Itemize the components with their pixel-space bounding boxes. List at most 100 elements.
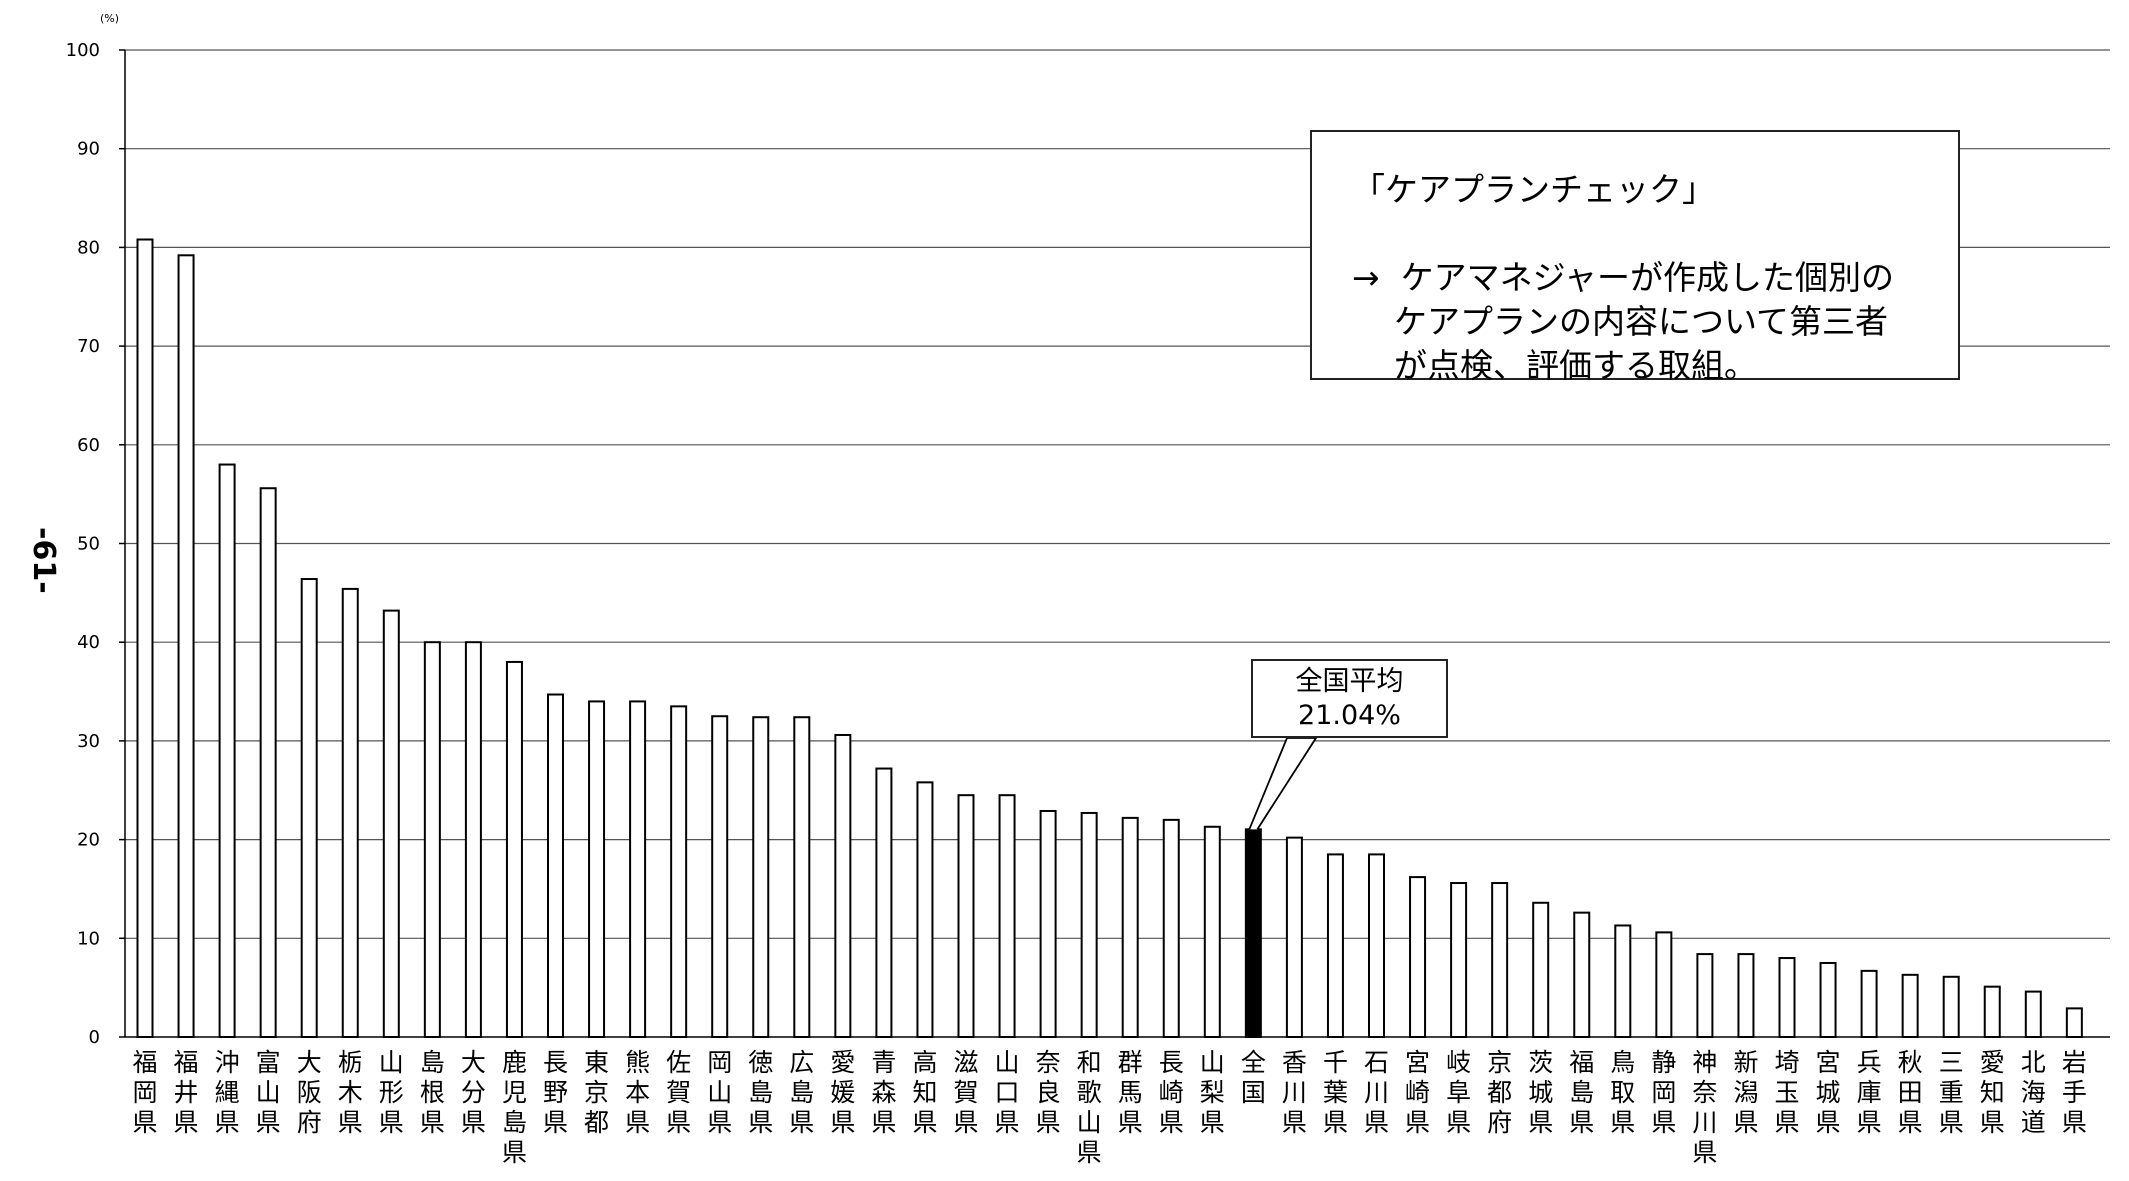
bar	[423, 641, 441, 1038]
bar	[957, 794, 975, 1038]
bar	[1614, 924, 1632, 1038]
x-tick-label: 全国	[1241, 1048, 1266, 1107]
x-tick-label: 長野県	[543, 1048, 568, 1137]
bar	[1819, 961, 1837, 1038]
bar	[1080, 811, 1098, 1038]
definition-callout: 「ケアプランチェック」 → ケアマネジャーが作成した個別の ケアプランの内容につ…	[1310, 130, 1960, 385]
bar	[1450, 882, 1468, 1039]
x-tick-label: 秋田県	[1898, 1048, 1923, 1137]
national-average-value: 21.04%	[1298, 700, 1401, 731]
bar	[916, 781, 934, 1038]
y-tick-label: 50	[77, 534, 100, 555]
bar	[1285, 836, 1303, 1038]
x-tick-label: 山口県	[995, 1048, 1020, 1137]
x-tick-label: 鳥取県	[1610, 1048, 1635, 1137]
y-tick-label: 100	[66, 40, 100, 61]
bar	[382, 609, 400, 1039]
bar	[752, 716, 770, 1038]
x-tick-label: 愛知県	[1980, 1048, 2005, 1137]
callout-line-3: が点検、評価する取組。	[1352, 346, 1757, 385]
x-tick-label: 徳島県	[748, 1048, 773, 1137]
x-tick-label: 北海道	[2021, 1048, 2046, 1137]
bar-national-average	[1244, 828, 1262, 1038]
x-tick-label: 宮崎県	[1405, 1048, 1430, 1137]
x-tick-label: 新潟県	[1733, 1048, 1758, 1137]
x-tick-label: 愛媛県	[830, 1048, 855, 1137]
bar	[588, 700, 606, 1038]
bar	[300, 578, 318, 1038]
x-tick-label: 山形県	[379, 1048, 404, 1137]
bar	[1326, 853, 1344, 1039]
x-tick-label: 山梨県	[1200, 1048, 1225, 1137]
x-tick-label: 岩手県	[2062, 1048, 2087, 1137]
bar	[1491, 882, 1509, 1039]
bar	[1778, 957, 1796, 1038]
x-tick-label: 石川県	[1364, 1048, 1389, 1137]
bar	[1737, 953, 1755, 1038]
x-tick-label: 大阪府	[297, 1048, 322, 1137]
bar	[218, 463, 236, 1039]
x-tick-label: 兵庫県	[1857, 1048, 1882, 1137]
average-leader-line	[1248, 737, 1318, 830]
x-tick-label: 三重県	[1939, 1048, 1964, 1137]
bar	[341, 587, 359, 1038]
x-tick-label: 埼玉県	[1774, 1048, 1799, 1137]
bar	[1901, 973, 1919, 1038]
bar	[998, 794, 1016, 1038]
y-tick-label: 60	[77, 435, 100, 456]
y-tick-label: 80	[77, 237, 100, 258]
bar	[1860, 969, 1878, 1038]
y-tick-label: 0	[89, 1027, 100, 1048]
x-tick-label: 千葉県	[1323, 1048, 1348, 1137]
x-tick-label: 長崎県	[1159, 1048, 1184, 1137]
x-tick-label: 広島県	[789, 1048, 814, 1137]
x-tick-label: 高知県	[912, 1048, 937, 1137]
y-tick-label: 70	[77, 336, 100, 357]
bar	[1655, 931, 1673, 1038]
callout-line-1: → ケアマネジャーが作成した個別の	[1352, 258, 1894, 297]
bar	[177, 254, 195, 1038]
bar	[875, 767, 893, 1038]
x-tick-label: 神奈川県	[1692, 1048, 1717, 1167]
bar	[629, 700, 647, 1038]
bar	[1696, 953, 1714, 1038]
x-tick-label: 静岡県	[1651, 1048, 1676, 1137]
y-tick-label: 90	[77, 139, 100, 160]
bar	[1162, 818, 1180, 1038]
x-tick-label: 福岡県	[132, 1048, 157, 1137]
national-average-title: 全国平均	[1295, 666, 1404, 697]
callout-title: 「ケアプランチェック」	[1352, 170, 1715, 209]
bar	[670, 705, 688, 1038]
x-tick-label: 滋賀県	[953, 1048, 978, 1137]
bar	[2024, 990, 2042, 1039]
bar	[793, 716, 811, 1038]
bar	[1203, 825, 1221, 1038]
x-tick-label: 群馬県	[1118, 1048, 1143, 1137]
x-tick-label: 東京都	[584, 1048, 609, 1137]
x-tick-label: 和歌山県	[1077, 1048, 1102, 1167]
x-tick-label: 栃木県	[338, 1048, 363, 1137]
x-tick-label: 大分県	[461, 1048, 486, 1137]
x-tick-label: 鹿児島県	[502, 1048, 527, 1167]
bar	[2065, 1007, 2083, 1039]
x-tick-label: 佐賀県	[666, 1048, 691, 1137]
bar	[1573, 911, 1591, 1038]
bar	[834, 733, 852, 1039]
x-tick-label: 富山県	[256, 1048, 281, 1137]
y-tick-label: 20	[77, 830, 100, 851]
y-tick-label: 40	[77, 632, 100, 653]
y-tick-label: 30	[77, 731, 100, 752]
x-tick-label: 福井県	[174, 1048, 199, 1137]
bar	[1983, 985, 2001, 1039]
bar	[547, 693, 564, 1038]
x-tick-label: 岡山県	[707, 1048, 732, 1137]
bar	[1039, 809, 1057, 1038]
x-tick-label: 島根県	[420, 1048, 445, 1137]
x-tick-label: 福島県	[1569, 1048, 1594, 1137]
y-tick-label: 10	[77, 928, 100, 949]
y-unit-label: (%)	[100, 12, 119, 25]
bar	[136, 238, 154, 1038]
bar	[1942, 975, 1960, 1039]
callout-line-2: ケアプランの内容について第三者	[1352, 302, 1888, 341]
